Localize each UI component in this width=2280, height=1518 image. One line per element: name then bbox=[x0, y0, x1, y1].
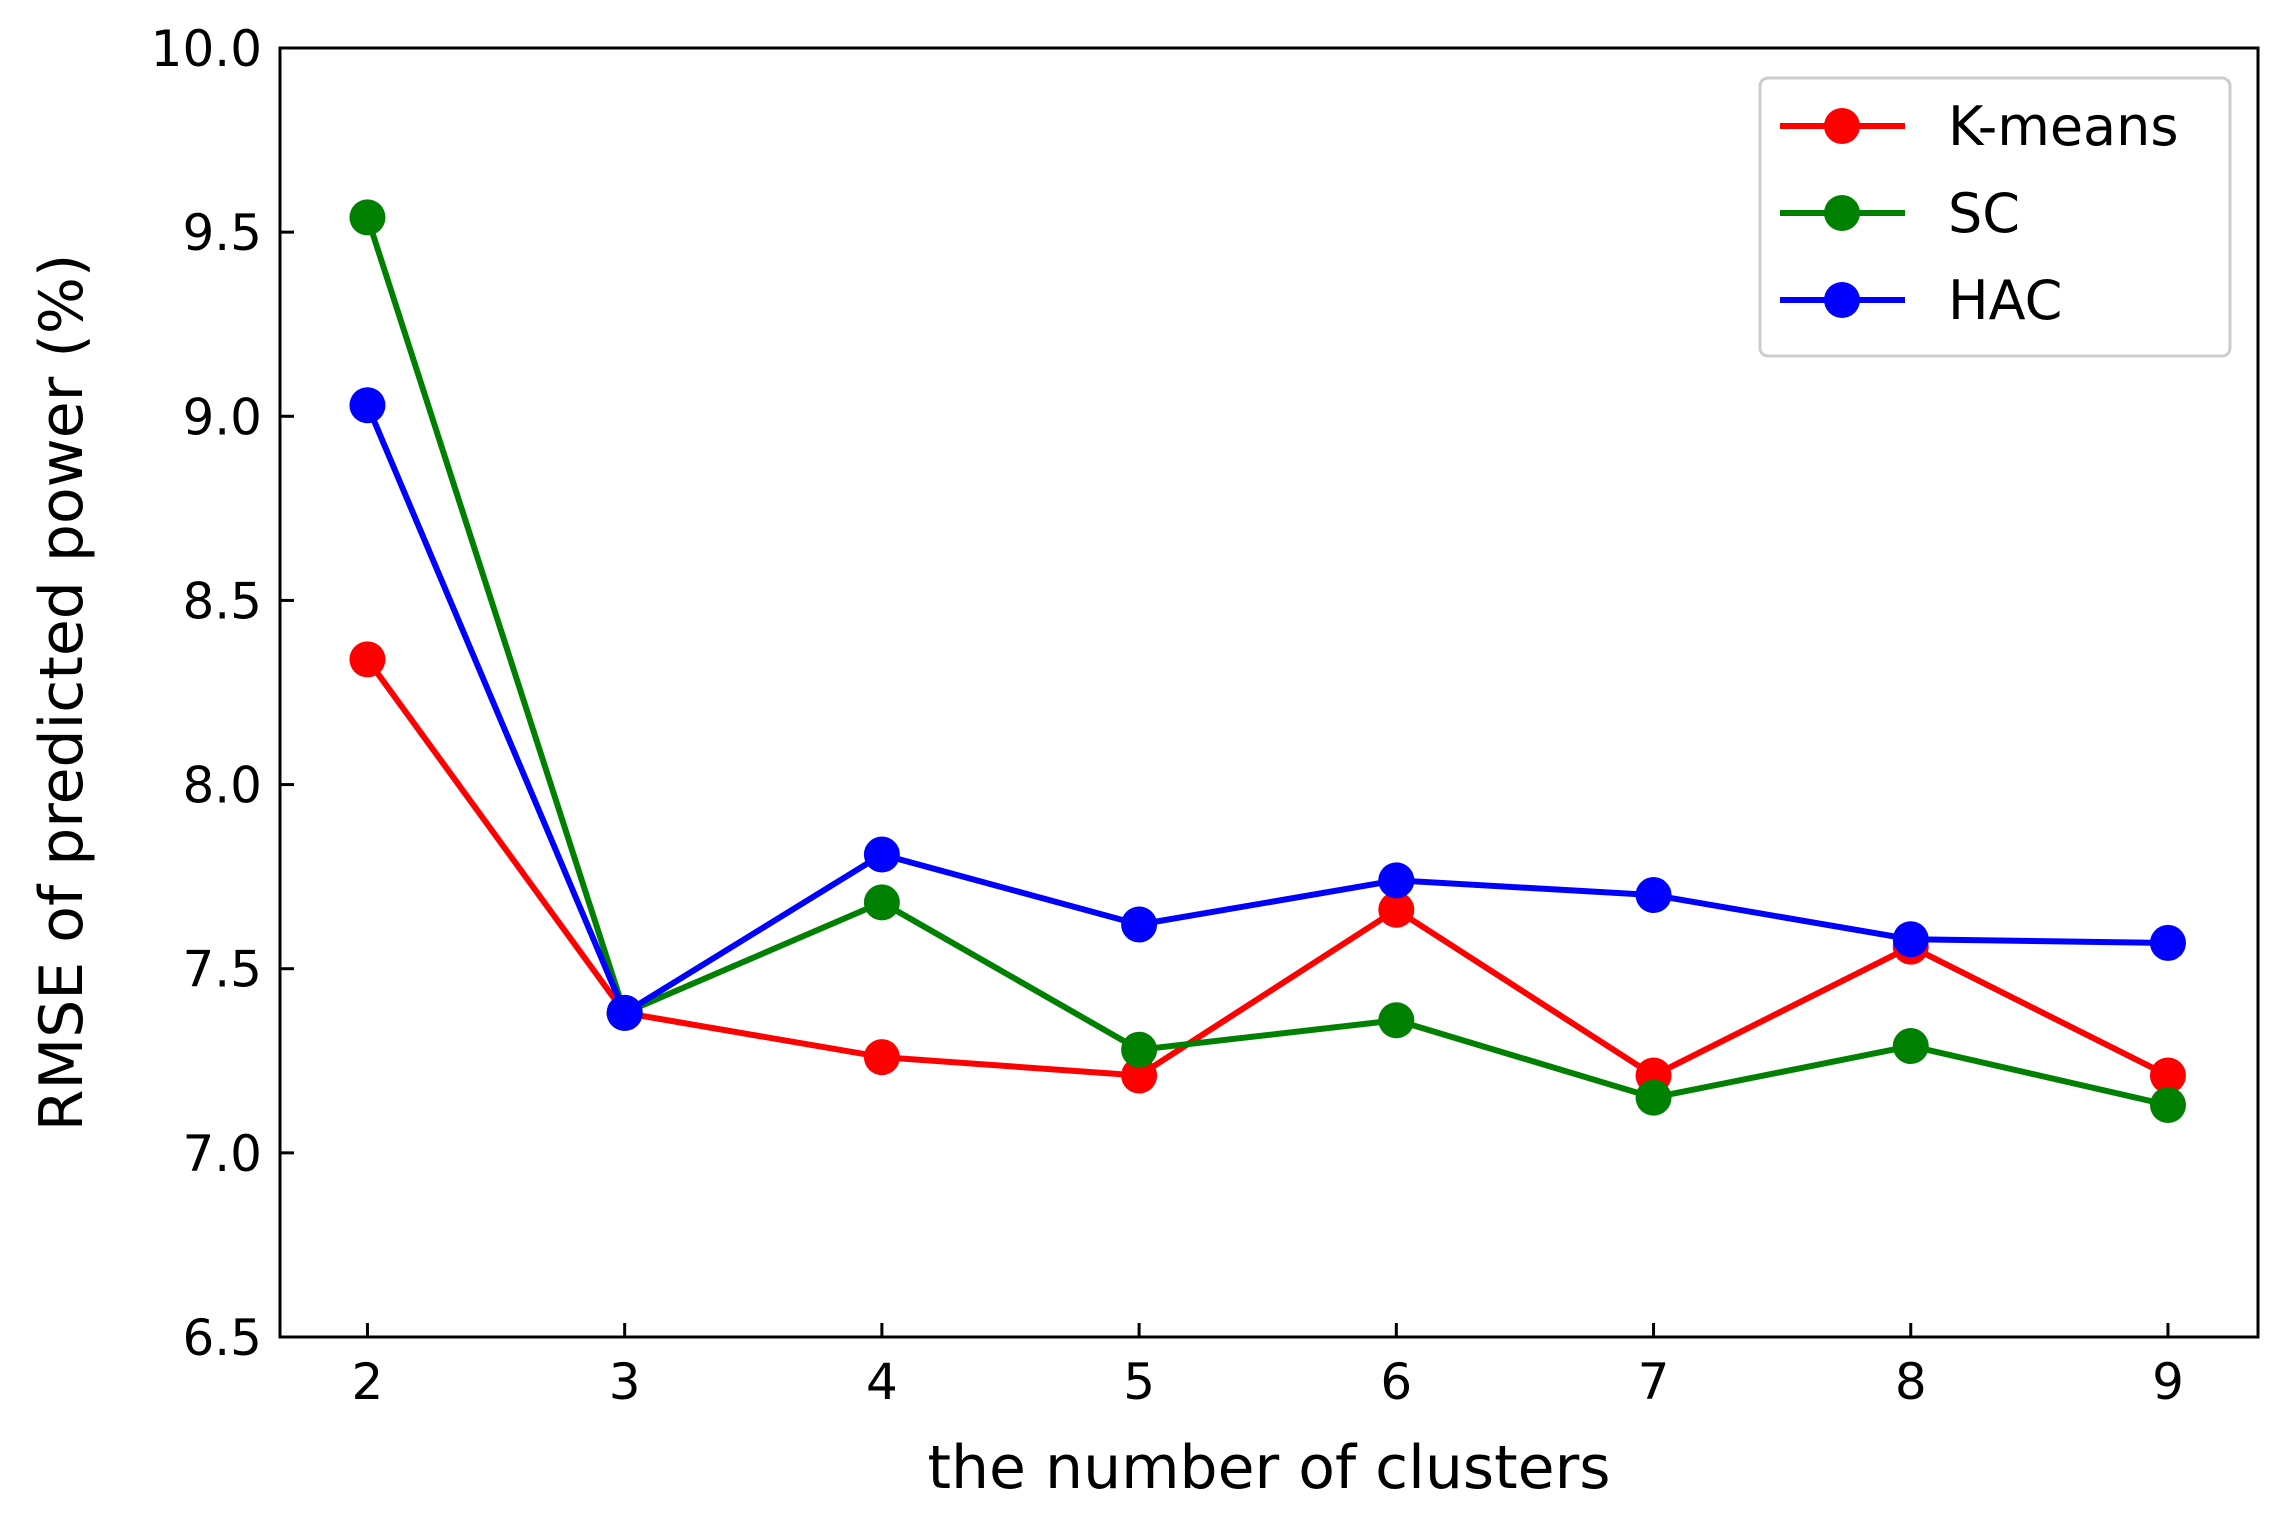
legend-marker bbox=[1824, 195, 1860, 231]
data-point bbox=[863, 836, 900, 873]
legend-marker bbox=[1824, 108, 1860, 144]
data-point bbox=[863, 884, 900, 921]
series-sc bbox=[349, 199, 2186, 1123]
y-tick-label: 6.5 bbox=[182, 1309, 262, 1367]
data-point bbox=[1378, 1002, 1415, 1039]
y-tick-label: 9.5 bbox=[182, 204, 262, 262]
data-point bbox=[1378, 891, 1415, 928]
legend-item-sc: SC bbox=[1780, 182, 2020, 245]
legend: K-means SC HAC bbox=[1758, 76, 2232, 358]
data-point bbox=[2149, 924, 2186, 961]
legend-item-hac: HAC bbox=[1780, 269, 2062, 332]
x-tick-label: 2 bbox=[352, 1353, 384, 1411]
x-tick-label: 3 bbox=[609, 1353, 641, 1411]
data-point bbox=[606, 994, 643, 1031]
data-point bbox=[1892, 1028, 1929, 1065]
data-point bbox=[349, 641, 386, 678]
series-layer bbox=[349, 199, 2186, 1123]
data-point bbox=[349, 199, 386, 236]
legend-label: HAC bbox=[1948, 269, 2062, 332]
x-axis-title: the number of clusters bbox=[928, 1433, 1611, 1503]
x-tick-label: 9 bbox=[2152, 1353, 2184, 1411]
series-line bbox=[364, 404, 2169, 1016]
y-tick-label: 9.0 bbox=[182, 388, 262, 446]
data-point bbox=[2149, 1086, 2186, 1123]
data-point bbox=[1121, 1031, 1158, 1068]
x-tick-label: 7 bbox=[1638, 1353, 1670, 1411]
legend-item-k-means: K-means bbox=[1780, 95, 2179, 158]
x-tick-label: 4 bbox=[866, 1353, 898, 1411]
y-tick-label: 10.0 bbox=[151, 20, 262, 78]
data-point bbox=[2149, 1057, 2186, 1094]
x-tick-label: 8 bbox=[1895, 1353, 1927, 1411]
data-point bbox=[1378, 862, 1415, 899]
legend-label: K-means bbox=[1948, 95, 2179, 158]
y-tick-label: 8.0 bbox=[182, 757, 262, 815]
series-line bbox=[365, 657, 2170, 1079]
data-point bbox=[1121, 1057, 1158, 1094]
legend-items: K-means SC HAC bbox=[1780, 95, 2179, 332]
data-point bbox=[863, 1039, 900, 1076]
y-tick-label: 7.0 bbox=[182, 1125, 262, 1183]
y-tick-label: 7.5 bbox=[182, 941, 262, 999]
y-axis-title: RMSE of predicted power (%) bbox=[27, 254, 97, 1131]
data-point bbox=[1121, 906, 1158, 943]
series-hac bbox=[349, 387, 2186, 1031]
plot-area-frame bbox=[278, 46, 2260, 1339]
legend-label: SC bbox=[1948, 182, 2020, 245]
data-point bbox=[1635, 877, 1672, 914]
data-point bbox=[349, 387, 386, 424]
x-tick-label: 6 bbox=[1380, 1353, 1412, 1411]
ticks-layer: 2 3 4 5 6 7 8 9 6.5 7.0 7.5 8.0 8.5 9.0 9.5 10.0 bbox=[151, 20, 2184, 1411]
data-point bbox=[1892, 921, 1929, 958]
x-tick-label: 5 bbox=[1123, 1353, 1155, 1411]
legend-marker bbox=[1824, 282, 1860, 318]
series-line bbox=[364, 216, 2169, 1108]
data-point bbox=[1635, 1079, 1672, 1116]
legend-box bbox=[1758, 76, 2232, 358]
y-tick-label: 8.5 bbox=[182, 572, 262, 630]
